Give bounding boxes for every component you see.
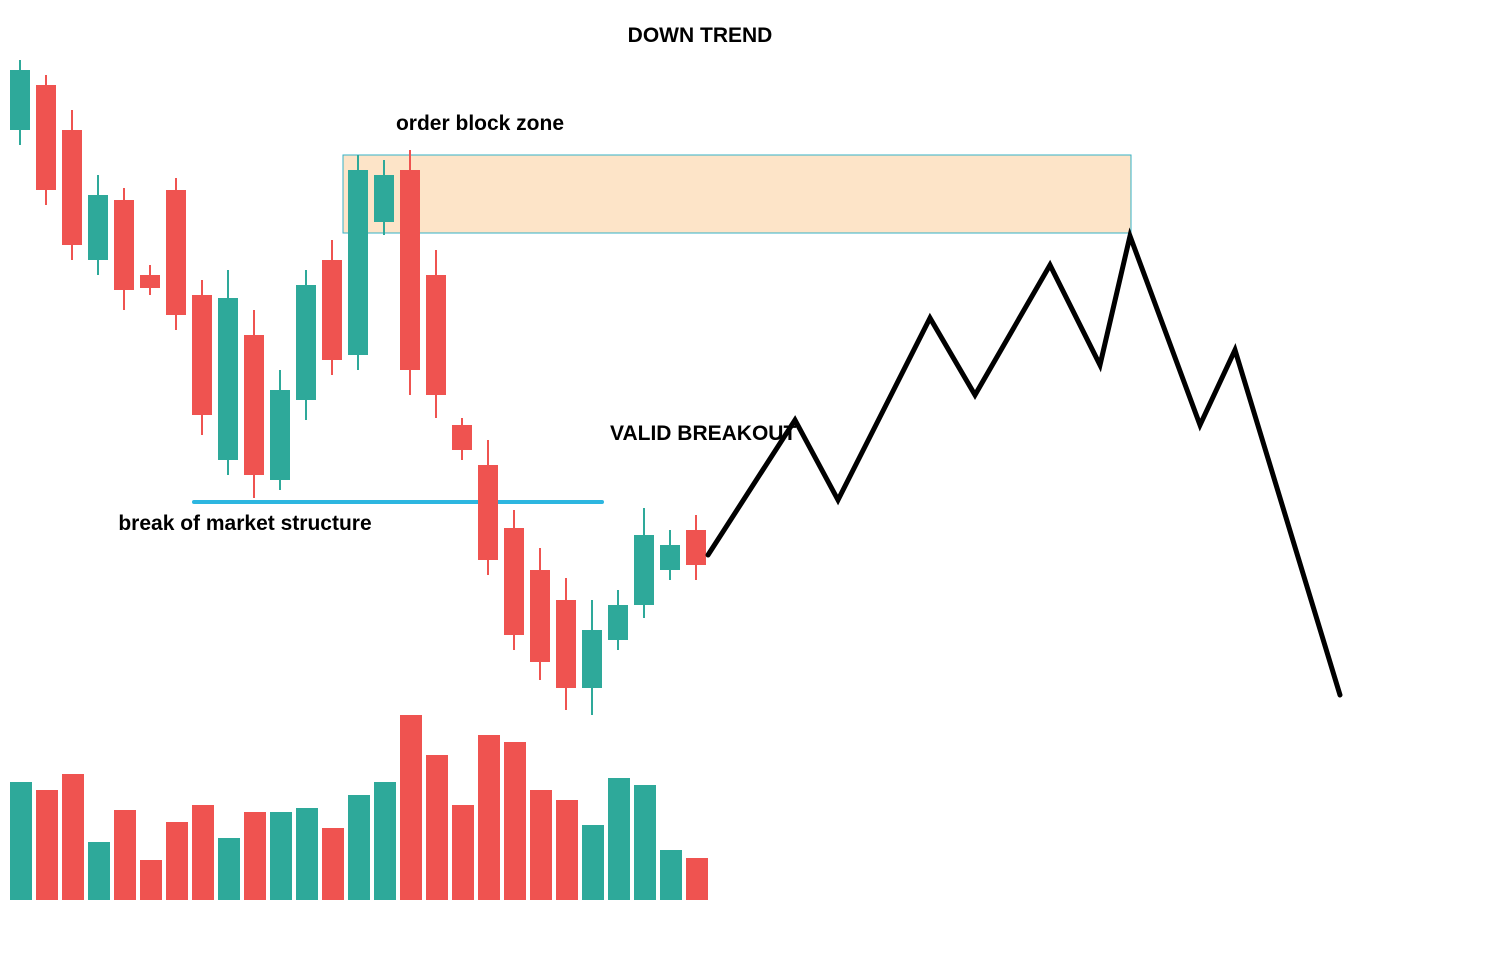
candle: [10, 70, 30, 130]
candle: [608, 605, 628, 640]
candle: [582, 630, 602, 688]
volume-bar: [426, 755, 448, 900]
volume-bar: [218, 838, 240, 900]
candle: [374, 175, 394, 222]
order-block-label: order block zone: [396, 112, 564, 135]
volume-bar: [348, 795, 370, 900]
chart-title: DOWN TREND: [628, 24, 773, 47]
volume-bar: [296, 808, 318, 900]
candle: [270, 390, 290, 480]
volume-bar: [322, 828, 344, 900]
volume-bar: [10, 782, 32, 900]
candle: [114, 200, 134, 290]
volume-bar: [478, 735, 500, 900]
candle: [686, 530, 706, 565]
volume-bar: [582, 825, 604, 900]
candle: [166, 190, 186, 315]
volume-bar: [192, 805, 214, 900]
candle: [192, 295, 212, 415]
candle: [88, 195, 108, 260]
projection-zigzag: [708, 236, 1340, 695]
candle: [400, 170, 420, 370]
volume-bar: [686, 858, 708, 900]
candle: [634, 535, 654, 605]
candle: [62, 130, 82, 245]
volume-bar: [244, 812, 266, 900]
volume-bar: [530, 790, 552, 900]
candle: [452, 425, 472, 450]
order-block-zone: [343, 155, 1131, 233]
structure-break-label: break of market structure: [118, 512, 371, 535]
volume-bar: [452, 805, 474, 900]
volume-bar: [608, 778, 630, 900]
candle: [426, 275, 446, 395]
candlestick-chart: DOWN TREND order block zone VALID BREAKO…: [0, 0, 1488, 963]
candle: [530, 570, 550, 662]
candle: [660, 545, 680, 570]
candle: [348, 170, 368, 355]
volume-bar: [504, 742, 526, 900]
candle: [36, 85, 56, 190]
volume-bar: [270, 812, 292, 900]
volume-bar: [660, 850, 682, 900]
candle: [478, 465, 498, 560]
valid-breakout-label: VALID BREAKOUT: [610, 422, 796, 445]
volume-bar: [400, 715, 422, 900]
volume-series: [10, 715, 708, 900]
volume-bar: [166, 822, 188, 900]
candle: [556, 600, 576, 688]
volume-bar: [62, 774, 84, 900]
candle: [218, 298, 238, 460]
candle: [140, 275, 160, 288]
volume-bar: [140, 860, 162, 900]
volume-bar: [36, 790, 58, 900]
candle: [322, 260, 342, 360]
candle: [296, 285, 316, 400]
volume-bar: [634, 785, 656, 900]
volume-bar: [88, 842, 110, 900]
candle: [504, 528, 524, 635]
volume-bar: [114, 810, 136, 900]
volume-bar: [374, 782, 396, 900]
candle: [244, 335, 264, 475]
volume-bar: [556, 800, 578, 900]
